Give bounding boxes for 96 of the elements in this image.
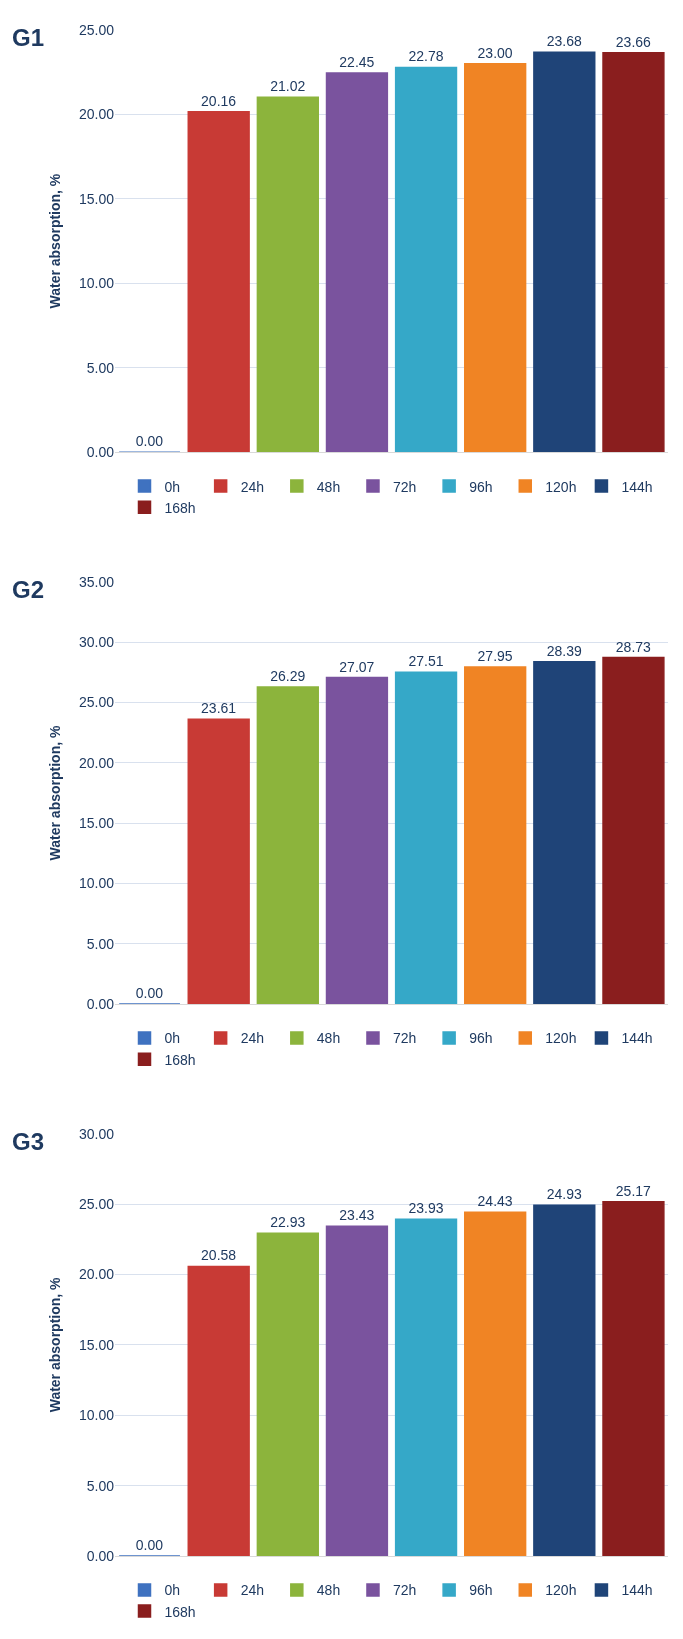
y-tick-label: 5.00 — [86, 359, 115, 376]
data-label: 24.43 — [477, 1193, 513, 1210]
bar — [394, 1218, 458, 1556]
bar — [533, 1204, 596, 1556]
data-label: 0.00 — [135, 1537, 164, 1553]
data-label: 27.07 — [339, 658, 375, 675]
legend-label: 96h — [469, 478, 493, 495]
data-label: 23.93 — [408, 1200, 444, 1217]
data-label: 27.51 — [408, 653, 444, 670]
y-tick-label: 5.00 — [86, 1477, 115, 1494]
y-axis-title: Water absorption, % — [46, 725, 63, 861]
y-tick-label: 10.00 — [78, 1407, 115, 1424]
data-label: 20.16 — [201, 92, 237, 109]
data-label: 23.66 — [615, 33, 652, 50]
data-label: 23.68 — [546, 33, 582, 50]
data-label: 0.00 — [135, 985, 164, 1002]
data-label: 26.29 — [270, 667, 306, 684]
bar — [256, 686, 319, 1005]
data-label: 28.73 — [615, 638, 652, 655]
data-label: 22.78 — [408, 48, 444, 65]
legend-label: 144h — [621, 478, 653, 495]
bar — [464, 666, 527, 1005]
data-label: 28.39 — [546, 642, 582, 659]
y-axis-title: Water absorption, % — [46, 1276, 63, 1413]
legend-label: 120h — [545, 1030, 577, 1047]
legend-label: 24h — [240, 478, 265, 495]
bar — [533, 51, 596, 453]
y-tick-label: 10.00 — [78, 275, 115, 292]
data-label: 23.61 — [201, 700, 237, 717]
legend-label: 48h — [316, 1030, 341, 1047]
data-label: 22.93 — [270, 1214, 306, 1231]
y-tick-label: 25.00 — [78, 21, 115, 38]
legend-label: 24h — [240, 1030, 265, 1047]
data-label: 22.45 — [339, 54, 375, 71]
chart-title: G1 — [12, 24, 45, 51]
data-label: 25.17 — [615, 1182, 652, 1199]
chart-title: G3 — [12, 1128, 45, 1155]
y-tick-label: 20.00 — [78, 1266, 115, 1283]
bar — [602, 51, 665, 453]
bar — [602, 1201, 665, 1556]
legend-label: 24h — [240, 1582, 265, 1599]
data-label: 23.00 — [477, 44, 513, 61]
legend-label: 72h — [392, 478, 417, 495]
y-tick-label: 0.00 — [86, 995, 115, 1012]
y-tick-label: 20.00 — [78, 754, 115, 771]
legend-label: 168h — [164, 1603, 196, 1620]
y-tick-label: 15.00 — [78, 190, 115, 207]
legend-label: 48h — [316, 478, 341, 495]
legend-label: 96h — [469, 1030, 493, 1047]
data-label: 27.95 — [477, 647, 513, 664]
y-tick-label: 0.00 — [86, 1547, 115, 1564]
bar — [187, 110, 250, 453]
legend-label: 48h — [316, 1582, 341, 1599]
legend-label: 0h — [164, 1030, 181, 1047]
y-tick-label: 15.00 — [78, 1336, 115, 1353]
bar — [256, 96, 319, 453]
legend-label: 144h — [621, 1030, 653, 1047]
y-axis-title: Water absorption, % — [46, 173, 63, 309]
bar — [464, 1211, 527, 1556]
data-label: 20.58 — [201, 1247, 237, 1264]
legend-label: 144h — [621, 1582, 653, 1599]
legend-label: 72h — [392, 1030, 417, 1047]
legend-label: 168h — [164, 1051, 196, 1068]
y-tick-label: 30.00 — [78, 634, 115, 651]
y-tick-label: 15.00 — [78, 815, 115, 832]
y-tick-label: 10.00 — [78, 875, 115, 892]
y-tick-label: 0.00 — [86, 444, 115, 461]
legend-label: 120h — [545, 1582, 577, 1599]
y-tick-label: 5.00 — [86, 935, 115, 952]
bar — [187, 718, 250, 1005]
bar — [325, 1225, 389, 1556]
bar — [256, 1232, 319, 1556]
y-tick-label: 20.00 — [78, 106, 115, 123]
y-tick-label: 25.00 — [78, 694, 115, 711]
bar — [187, 1265, 250, 1556]
data-label: 21.02 — [270, 78, 306, 95]
bar — [394, 66, 458, 453]
chart-title: G2 — [12, 576, 45, 603]
data-label: 23.43 — [339, 1207, 375, 1224]
bar — [533, 660, 596, 1005]
data-label: 0.00 — [135, 433, 164, 450]
bar — [464, 63, 527, 453]
bar — [325, 72, 389, 453]
legend-label: 72h — [392, 1582, 417, 1599]
legend-label: 120h — [545, 478, 577, 495]
legend-label: 0h — [164, 1582, 181, 1599]
legend-label: 0h — [164, 478, 181, 495]
bar — [325, 676, 389, 1005]
data-label: 24.93 — [546, 1186, 582, 1203]
y-tick-label: 30.00 — [78, 1125, 115, 1142]
y-tick-label: 25.00 — [78, 1196, 115, 1213]
legend-label: 96h — [469, 1582, 493, 1599]
bar — [394, 671, 458, 1005]
y-tick-label: 35.00 — [78, 573, 115, 590]
bar — [602, 656, 665, 1005]
legend-label: 168h — [164, 499, 196, 516]
